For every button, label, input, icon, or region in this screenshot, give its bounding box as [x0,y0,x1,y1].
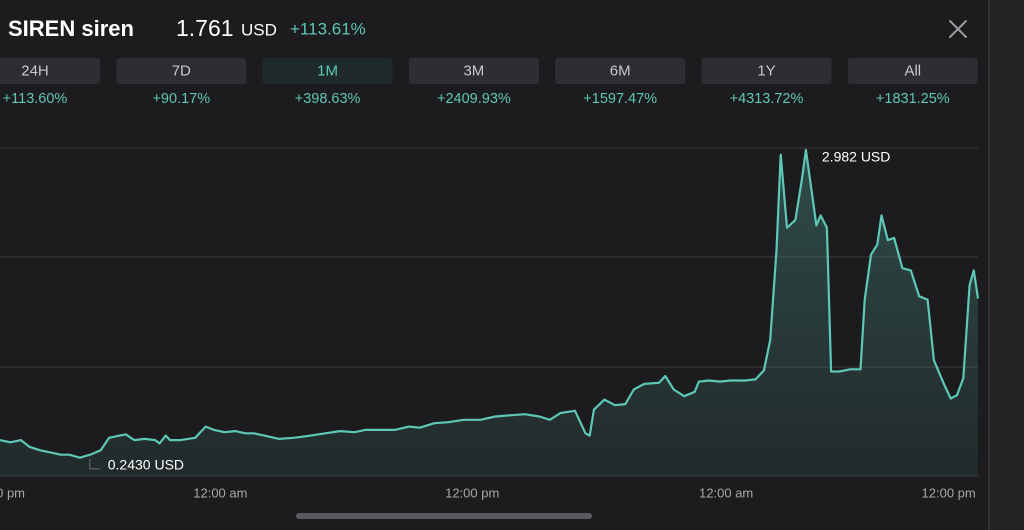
price-change: +113.61% [290,19,366,38]
range-tab[interactable] [262,58,393,84]
range-label[interactable]: 24H [21,62,49,79]
range-label[interactable]: 6M [610,62,631,79]
side-strip [989,0,1024,530]
range-tab[interactable] [555,58,686,84]
range-label[interactable]: 7D [172,62,191,79]
range-change: +1597.47% [583,91,657,107]
range-label[interactable]: 3M [463,62,484,79]
x-tick-label: 12:00 am [699,485,753,500]
range-change: +4313.72% [730,91,804,107]
min-marker [89,458,100,470]
x-tick-label: 12:00 am [193,485,247,500]
value-annotation: 0.2430 USD [108,456,184,472]
range-label[interactable]: All [904,62,921,79]
x-tick-label: 12:00 pm [0,485,25,500]
range-tab[interactable] [847,58,978,84]
price-line [0,148,980,459]
currency: USD [241,20,277,39]
range-tab[interactable] [701,58,832,84]
value-annotation: 2.982 USD [822,149,890,165]
coin-name: SIREN siren [8,16,134,41]
price-area [0,150,978,476]
close-button[interactable] [949,20,967,38]
range-tab[interactable] [408,58,539,84]
range-tab[interactable] [116,58,247,84]
x-tick-label: 12:00 pm [922,485,976,500]
x-tick-label: 12:00 pm [445,485,499,500]
range-label[interactable]: 1Y [757,62,775,79]
range-change: +2409.93% [437,91,511,107]
scroll-indicator [296,513,592,519]
close-icon[interactable] [949,20,967,38]
range-tab[interactable] [0,58,100,84]
range-change: +398.63% [295,91,361,107]
range-label[interactable]: 1M [317,62,338,79]
range-change: +90.17% [152,91,210,107]
range-change: +1831.25% [876,91,950,107]
range-change: +113.60% [3,91,68,107]
price: 1.761 [176,15,234,41]
